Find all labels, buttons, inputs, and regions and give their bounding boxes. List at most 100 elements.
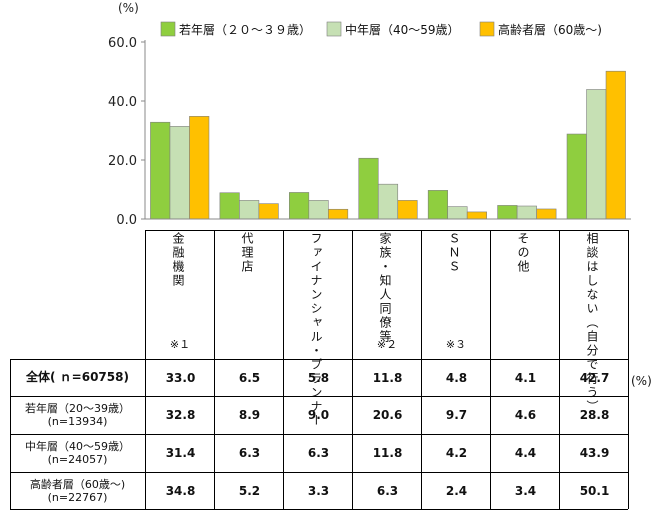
table-row-border [10, 359, 628, 360]
table-cell: 6.5 [238, 370, 261, 385]
table-column-divider [628, 359, 629, 509]
row-sample-size: (n=22767) [47, 490, 108, 504]
bar [605, 70, 626, 220]
header-column-divider [628, 230, 629, 359]
table-row-border [10, 396, 628, 397]
table-column-divider [214, 359, 215, 509]
category-label-text: 相談はしない（自分で行う） [585, 232, 599, 414]
table-cell: 6.3 [307, 446, 330, 460]
header-column-divider [421, 230, 422, 359]
table-column-divider [421, 359, 422, 509]
row-sample-size: (n=24057) [47, 453, 108, 466]
y-unit-label: (%) [118, 1, 139, 15]
category-label: ＳＮＳ [421, 232, 487, 274]
category-note: ※３ [445, 338, 467, 351]
table-cell: 9.7 [445, 408, 468, 422]
bar [239, 200, 260, 220]
category-label: 相談はしない（自分で行う） [559, 232, 625, 414]
table-row-border [10, 509, 628, 510]
bar [427, 190, 448, 220]
table-cell: 2.4 [445, 483, 468, 498]
category-label-text: ＳＮＳ [447, 232, 461, 274]
category-label-text: その他 [516, 232, 530, 274]
category-label-text: ファイナンシャル・プランナー [309, 232, 323, 428]
table-column-divider [352, 359, 353, 509]
table-row-header: 若年層（20～39歳） (n=13934) [10, 396, 145, 434]
bar [497, 205, 518, 220]
header-column-divider [283, 230, 284, 359]
bar [358, 157, 379, 220]
legend-label: 高齢者層（60歳～) [498, 22, 602, 37]
category-label: 代理店 [214, 232, 280, 274]
bar [308, 200, 329, 220]
bar [536, 208, 557, 220]
category-label: 家族・知人同僚等 [352, 232, 418, 344]
table-unit: (%) [631, 374, 652, 388]
table-cell: 5.2 [238, 483, 261, 498]
bar [258, 203, 279, 220]
table-cell: 4.6 [514, 408, 537, 422]
bar [466, 211, 487, 220]
table-row-border [10, 434, 628, 435]
table-cell: 11.8 [372, 446, 403, 460]
table-cell: 6.3 [376, 483, 399, 498]
legend-label: 中年層（40～59歳） [345, 22, 460, 37]
row-sample-size: (n=13934) [47, 415, 108, 428]
legend-label: 若年層（２０～３９歳） [179, 23, 311, 37]
table-cell: 3.4 [514, 483, 537, 498]
bar [289, 192, 310, 220]
header-column-divider [490, 230, 491, 359]
table-cell: 11.8 [372, 370, 403, 385]
table-column-divider [559, 359, 560, 509]
table-cell: 50.1 [579, 483, 610, 498]
table-cell: 43.9 [579, 446, 610, 460]
category-note: ※１ [169, 338, 191, 351]
legend-swatch [479, 21, 495, 37]
category-label-text: 代理店 [240, 232, 254, 274]
category-note: ※２ [376, 338, 398, 351]
table-row-border [10, 472, 628, 473]
table-cell: 9.0 [307, 408, 330, 422]
category-label: ファイナンシャル・プランナー [283, 232, 349, 428]
table-row-header: 高齢者層（60歳～) (n=22767) [10, 472, 145, 509]
table-cell: 32.8 [165, 408, 196, 422]
table-cell: 28.8 [579, 408, 610, 422]
table-cell: 4.1 [514, 370, 537, 385]
bar [219, 192, 240, 220]
bar [377, 183, 399, 220]
category-label-text: 金融機関 [171, 232, 185, 288]
y-tick-label: 20.0 [108, 154, 137, 169]
category-label: その他 [490, 232, 556, 274]
bar [150, 121, 171, 220]
table-row-header: 全体( ｎ=60758) [10, 359, 145, 396]
table-cell: 4.2 [445, 446, 468, 460]
table-row-header: 中年層（40～59歳） (n=24057) [10, 434, 145, 472]
header-top-border [145, 230, 628, 231]
header-column-divider [145, 230, 146, 359]
category-label-text: 家族・知人同僚等 [378, 232, 392, 344]
bar [586, 89, 607, 220]
table-cell: 4.8 [445, 370, 468, 385]
header-column-divider [214, 230, 215, 359]
table-cell: 34.8 [165, 483, 196, 498]
table-cell: 20.6 [372, 408, 403, 422]
header-column-divider [559, 230, 560, 359]
table-cell: 6.3 [238, 446, 261, 460]
row-label: 若年層（20～39歳） [25, 402, 130, 415]
row-label: 高齢者層（60歳～) [29, 477, 126, 491]
table-column-divider [490, 359, 491, 509]
bar-chart: 0.0 20.0 40.0 60.0 (%) 若年層（２０～３９歳） 中年層（40～59歳）… [108, 1, 631, 228]
table-cell: 8.9 [238, 408, 261, 422]
table-cell: 42.7 [579, 370, 610, 385]
table-column-divider [283, 359, 284, 509]
table-left-border [10, 359, 11, 509]
y-tick-label: 0.0 [116, 213, 137, 228]
table-cell: 3.3 [307, 483, 330, 498]
legend-swatch [326, 21, 342, 37]
bar [566, 133, 587, 220]
table-cell: 5.8 [307, 370, 330, 385]
header-column-divider [352, 230, 353, 359]
bar [397, 200, 418, 220]
table-cell: 4.4 [514, 446, 537, 460]
category-label: 金融機関 [145, 232, 211, 288]
